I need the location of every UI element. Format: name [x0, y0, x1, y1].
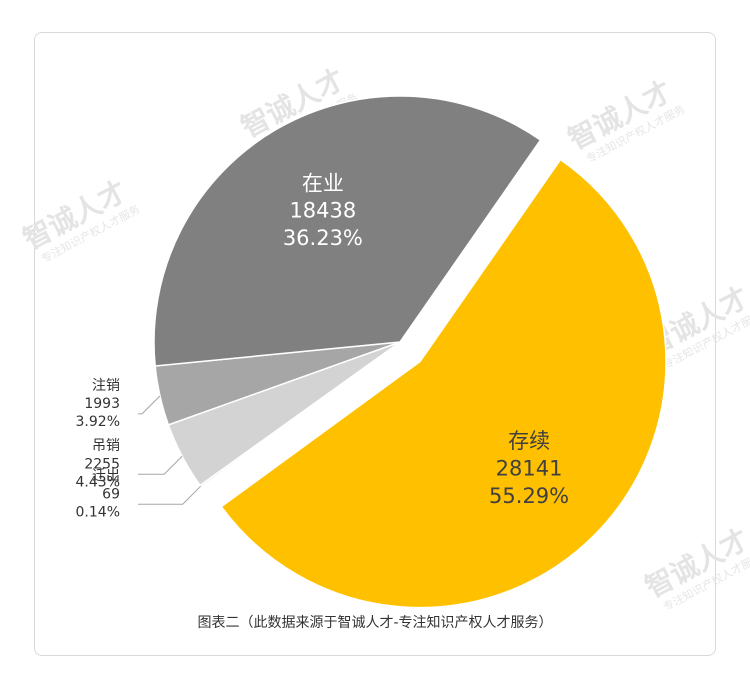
leader-line-注销 — [138, 395, 161, 415]
leader-line-吊销 — [138, 455, 183, 475]
chart-caption: 图表二（此数据来源于智诚人才-专注知识产权人才服务） — [197, 615, 553, 631]
leader-line-迁出 — [138, 485, 202, 505]
slice-label-存续: 存续 28141 55.29% — [489, 429, 569, 508]
pie-slices — [153, 95, 667, 609]
pie-slice-存续 — [220, 158, 667, 609]
slice-label-迁出: 迁出 69 0.14% — [76, 468, 120, 520]
slice-label-吊销: 吊销 2255 4.43% — [76, 438, 120, 490]
pie-slice-在业 — [153, 95, 542, 367]
leader-lines — [138, 395, 202, 505]
slice-label-在业: 在业 18438 36.23% — [283, 171, 363, 250]
slice-label-注销: 注销 1993 3.92% — [76, 378, 120, 430]
slice-labels: 存续 28141 55.29% 迁出 69 0.14%吊销 2255 4.43% 注销 1993 3… — [76, 171, 570, 520]
